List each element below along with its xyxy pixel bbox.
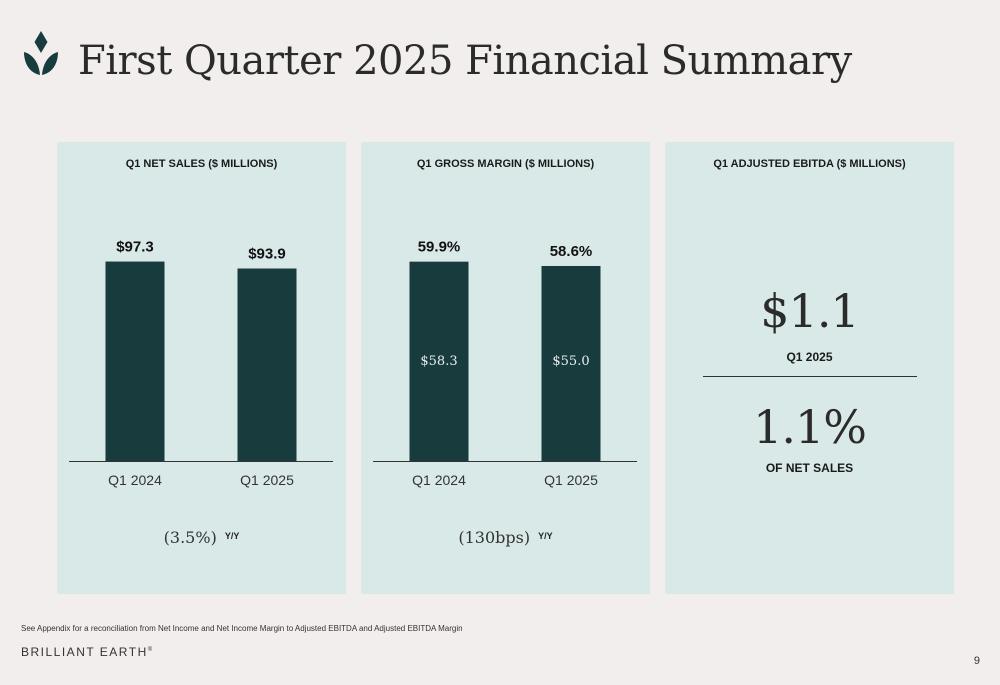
gross-margin-category-2: Q1 2025 bbox=[544, 472, 598, 488]
net-sales-change: (3.5%) Y/Y bbox=[57, 528, 346, 548]
brand-name: BRILLIANT EARTH bbox=[21, 645, 148, 659]
page-number: 9 bbox=[973, 655, 980, 667]
gross-margin-value-label-1: 59.9% bbox=[418, 239, 461, 256]
brand-registered-mark: ® bbox=[147, 647, 153, 653]
ebitda-value: $1.1 bbox=[760, 284, 859, 338]
ebitda-title: Q1 ADJUSTED EBITDA ($ MILLIONS) bbox=[713, 158, 906, 170]
net-sales-bar-2 bbox=[237, 268, 297, 461]
ebitda-panel: Q1 ADJUSTED EBITDA ($ MILLIONS) $1.1 Q1 … bbox=[665, 142, 954, 594]
gross-margin-change: (130bps) Y/Y bbox=[361, 528, 650, 548]
net-sales-bar-1 bbox=[105, 261, 165, 461]
ebitda-margin: 1.1% bbox=[753, 400, 867, 454]
gross-margin-panel: Q1 GROSS MARGIN ($ MILLIONS) 59.9% $58.3 Q… bbox=[361, 142, 650, 594]
gross-margin-inner-label-1: $58.3 bbox=[420, 354, 457, 369]
gross-margin-chart: 59.9% $58.3 Q1 2024 58.6% $55.0 Q1 2025 bbox=[373, 239, 637, 488]
gross-margin-change-suffix: Y/Y bbox=[538, 531, 553, 541]
footnote: See Appendix for a reconciliation from N… bbox=[21, 624, 463, 633]
gross-margin-bar-2 bbox=[541, 265, 601, 461]
net-sales-category-1: Q1 2024 bbox=[108, 472, 162, 488]
page-title: First Quarter 2025 Financial Summary bbox=[78, 38, 852, 84]
brand-wordmark: BRILLIANT EARTH® bbox=[21, 645, 152, 659]
net-sales-value-label-1: $97.3 bbox=[116, 239, 154, 256]
net-sales-title: Q1 NET SALES ($ MILLIONS) bbox=[125, 158, 278, 170]
net-sales-chart: $97.3 Q1 2024 $93.9 Q1 2025 bbox=[69, 239, 333, 488]
gross-margin-value-label-2: 58.6% bbox=[550, 243, 593, 260]
gross-margin-title: Q1 GROSS MARGIN ($ MILLIONS) bbox=[416, 158, 595, 170]
ebitda-value-label: Q1 2025 bbox=[786, 350, 833, 364]
gross-margin-category-1: Q1 2024 bbox=[412, 472, 466, 488]
gross-margin-bar-1 bbox=[409, 261, 469, 461]
net-sales-change-suffix: Y/Y bbox=[224, 531, 240, 541]
gross-margin-inner-label-2: $55.0 bbox=[552, 354, 589, 369]
gross-margin-change-value: (130bps) bbox=[458, 528, 531, 547]
net-sales-panel: Q1 NET SALES ($ MILLIONS) $97.3 Q1 2024 $9… bbox=[57, 142, 346, 594]
brilliant-earth-logo-icon bbox=[24, 31, 58, 75]
net-sales-category-2: Q1 2025 bbox=[240, 472, 294, 488]
ebitda-margin-label: OF NET SALES bbox=[765, 461, 854, 475]
net-sales-value-label-2: $93.9 bbox=[248, 246, 286, 263]
ebitda-divider bbox=[703, 376, 917, 377]
net-sales-change-value: (3.5%) bbox=[163, 528, 217, 547]
